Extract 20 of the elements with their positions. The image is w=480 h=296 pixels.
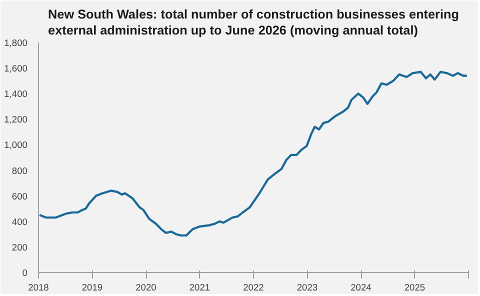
x-tick-label: 2022 — [243, 282, 264, 292]
y-tick-label: 1,200 — [4, 114, 28, 125]
y-tick-label: 1,400 — [4, 89, 28, 100]
chart-title: New South Wales: total number of construction businesses entering external administration up to June 2026 (moving annual total) — [48, 7, 459, 38]
y-tick-label: 0 — [22, 268, 28, 278]
x-tick-label: 2023 — [296, 282, 318, 292]
y-tick-label: 1,000 — [4, 140, 28, 150]
line-series — [38, 70, 468, 237]
x-tick-label: 2025 — [404, 282, 426, 292]
x-tick-label: 2020 — [136, 282, 156, 292]
x-tick-label: 2018 — [28, 282, 49, 292]
y-tick-label: 600 — [12, 191, 28, 202]
y-tick-label: 800 — [12, 166, 28, 176]
x-tick-label: 2024 — [350, 282, 372, 292]
x-tick-label: 2019 — [82, 282, 103, 292]
x-tick-label: 2021 — [189, 282, 210, 292]
y-tick-label: 200 — [12, 242, 28, 252]
y-tick-label: 1,600 — [4, 64, 28, 74]
y-tick-label: 1,800 — [4, 38, 28, 48]
y-tick-label: 400 — [12, 216, 28, 227]
